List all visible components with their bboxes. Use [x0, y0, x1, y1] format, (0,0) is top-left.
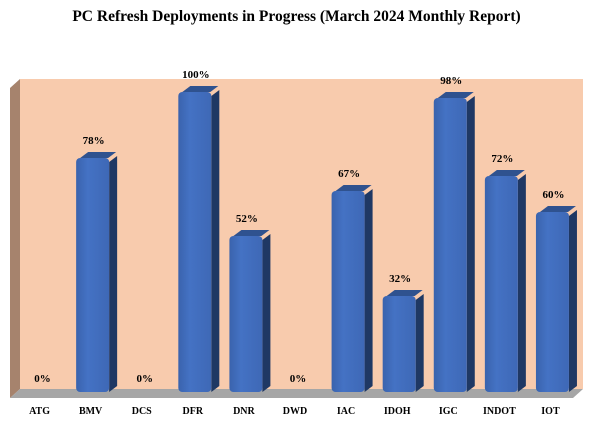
tick-label-iot: IOT — [541, 406, 560, 417]
bar-igc — [433, 92, 475, 392]
bar-top — [80, 152, 117, 158]
bar-front — [76, 158, 110, 392]
data-label-idoh: 32% — [389, 273, 411, 285]
data-label-iac: 67% — [338, 168, 360, 180]
bar-top — [182, 86, 219, 92]
bar-top — [488, 170, 525, 176]
bar-bmv — [76, 152, 118, 392]
tick-label-indot: INDOT — [483, 406, 516, 417]
data-label-bmv: 78% — [83, 135, 105, 147]
data-label-dwd: 0% — [290, 373, 307, 385]
tick-label-dcs: DCS — [132, 406, 152, 417]
bar-top — [233, 230, 270, 236]
data-label-igc: 98% — [440, 75, 462, 87]
bar-side — [364, 189, 373, 392]
data-label-dcs: 0% — [136, 373, 153, 385]
tick-label-iac: IAC — [337, 406, 355, 417]
data-label-dfr: 100% — [182, 69, 210, 81]
bar-idoh — [382, 290, 424, 392]
tick-label-atg: ATG — [29, 406, 50, 417]
tick-label-dwd: DWD — [283, 406, 307, 417]
bar-dnr — [229, 230, 271, 392]
tick-label-idoh: IDOH — [384, 406, 411, 417]
bar-front — [178, 92, 212, 392]
bar-front — [331, 191, 365, 392]
bar-dfr — [178, 86, 220, 392]
data-labels: 0% 78% 0% 100% 52% 0% 67% 32% 98% 72% 60% — [34, 69, 564, 385]
bar-series — [76, 86, 577, 392]
bar-side — [466, 96, 475, 392]
bar-top — [335, 185, 372, 191]
x-axis-tick-labels: ATG BMV DCS DFR DNR DWD IAC IDOH IGC INDOT IOT — [29, 406, 560, 417]
bar-iac — [331, 185, 373, 392]
bar-front — [484, 176, 518, 392]
chart-title: PC Refresh Deployments in Progress (Marc… — [72, 8, 521, 25]
bar-side — [568, 210, 577, 392]
bar-side — [517, 174, 526, 392]
bar-top — [437, 92, 474, 98]
data-label-dnr: 52% — [236, 213, 258, 225]
data-label-atg: 0% — [34, 373, 51, 385]
tick-label-bmv: BMV — [79, 406, 103, 417]
bar-front — [535, 212, 569, 392]
bar-iot — [535, 206, 577, 392]
bar-top — [386, 290, 423, 296]
bar-front — [382, 296, 416, 392]
data-label-indot: 72% — [491, 153, 513, 165]
bar-top — [539, 206, 576, 212]
bar-side — [415, 294, 424, 392]
bar-side — [211, 90, 220, 392]
tick-label-igc: IGC — [439, 406, 458, 417]
tick-label-dnr: DNR — [233, 406, 255, 417]
bar-indot — [484, 170, 526, 392]
tick-label-dfr: DFR — [183, 406, 204, 417]
bar-side — [262, 234, 271, 392]
data-label-iot: 60% — [542, 189, 564, 201]
bar-side — [109, 156, 118, 392]
bar-front — [433, 98, 467, 392]
side-wall — [10, 79, 20, 398]
bar-front — [229, 236, 263, 392]
